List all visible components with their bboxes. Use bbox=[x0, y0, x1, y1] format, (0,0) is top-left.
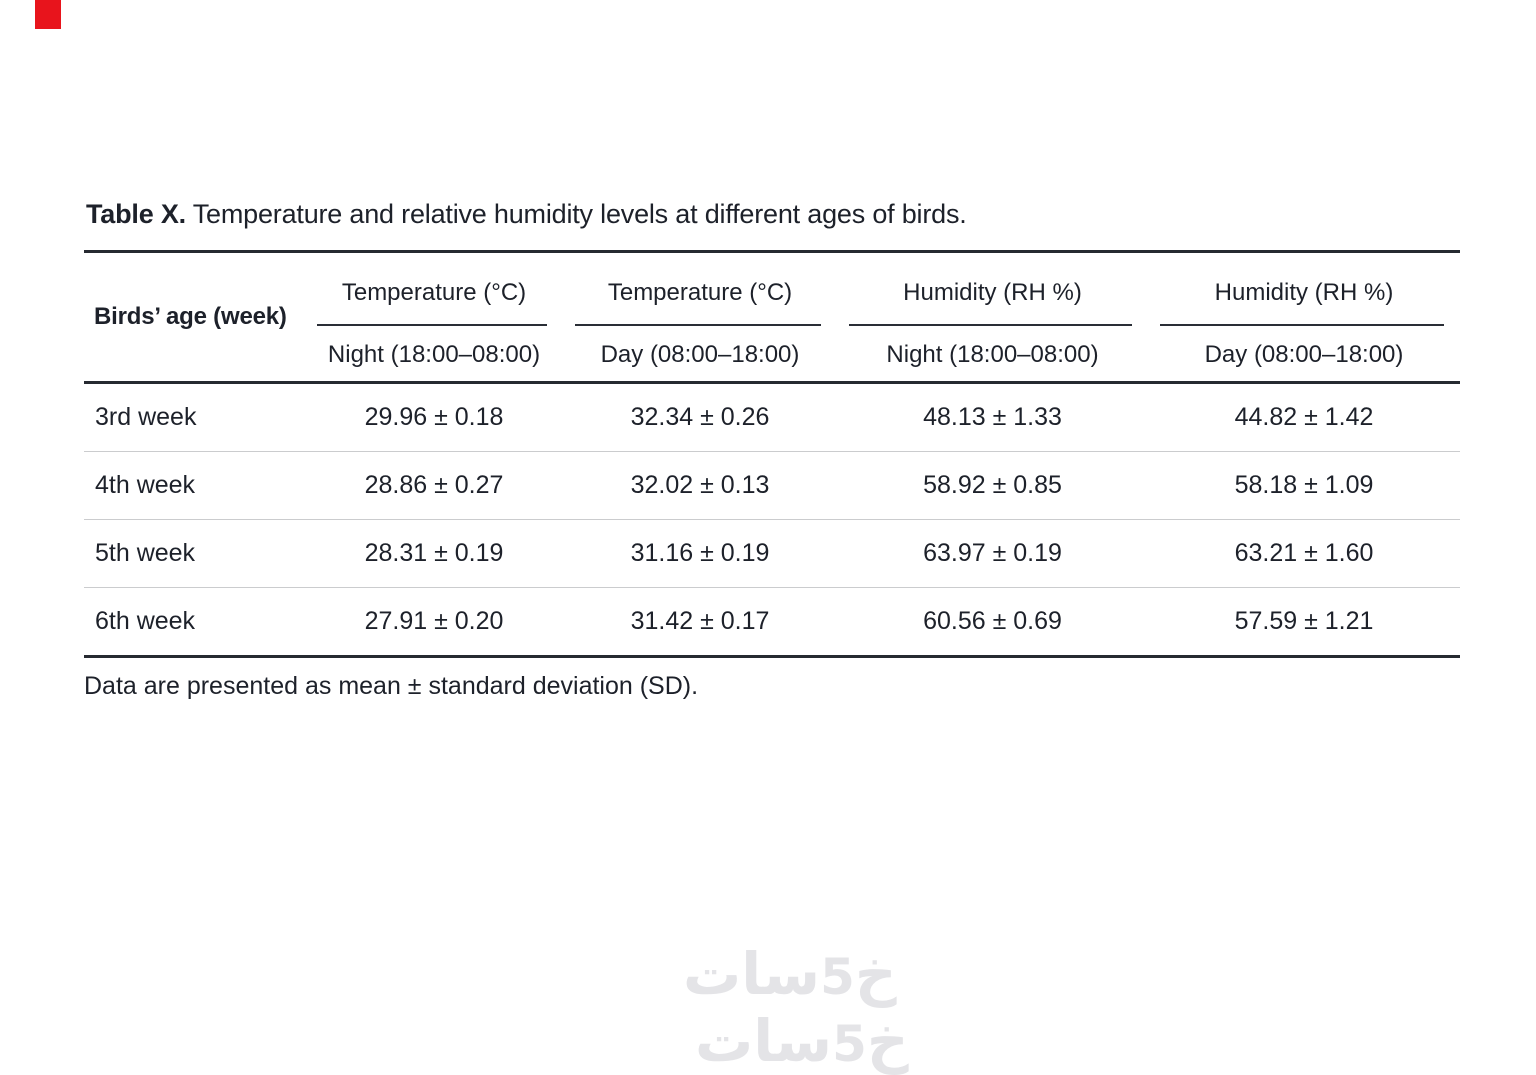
value-cell: 48.13 ± 1.33 bbox=[923, 403, 1062, 431]
table-row-4th-week: 4th week 28.86 ± 0.27 32.02 ± 0.13 58.92… bbox=[84, 451, 1460, 520]
table-row-6th-week: 6th week 27.91 ± 0.20 31.42 ± 0.17 60.56… bbox=[84, 587, 1460, 655]
table-caption-label: Table X. bbox=[86, 199, 186, 229]
table-caption: Table X. Temperature and relative humidi… bbox=[86, 199, 967, 230]
value-cell: 32.34 ± 0.26 bbox=[630, 403, 770, 431]
column-group-header-hum-day: Humidity (RH %) bbox=[1148, 253, 1460, 326]
data-table: Birds’ age (week) Temperature (°C) Tempe… bbox=[84, 253, 1460, 655]
header-group-row: Birds’ age (week) Temperature (°C) Tempe… bbox=[84, 253, 1460, 330]
watermark-suffix: سات bbox=[683, 940, 821, 1008]
watermark-digit: 5 bbox=[820, 948, 856, 1006]
value-cell: 63.21 ± 1.60 bbox=[1148, 519, 1460, 588]
age-cell: 5th week bbox=[84, 519, 305, 588]
value-cell: 57.59 ± 1.21 bbox=[1148, 587, 1460, 655]
table-caption-text: Temperature and relative humidity levels… bbox=[185, 199, 967, 229]
value-cell: 60.56 ± 0.69 bbox=[837, 587, 1148, 655]
age-cell: 4th week bbox=[84, 451, 305, 520]
value-cell: 58.18 ± 1.09 bbox=[1148, 451, 1460, 520]
column-period-header-temp-day: Day (08:00–18:00) bbox=[600, 340, 800, 368]
age-cell: 6th week bbox=[84, 587, 305, 655]
column-period-header-hum-night: Night (18:00–08:00) bbox=[886, 340, 1099, 368]
table-body: 3rd week 29.96 ± 0.18 32.34 ± 0.26 48.13… bbox=[84, 383, 1460, 655]
column-period-header-hum-day: Day (08:00–18:00) bbox=[1204, 340, 1404, 368]
value-cell: 28.86 ± 0.27 bbox=[305, 451, 563, 520]
table-footnote: Data are presented as mean ± standard de… bbox=[84, 672, 699, 700]
column-group-header-hum-night: Humidity (RH %) bbox=[837, 253, 1148, 326]
value-cell: 31.16 ± 0.19 bbox=[563, 519, 837, 588]
watermark-prefix: خ bbox=[854, 940, 897, 1008]
khamsat-watermark: خ5سات bbox=[683, 945, 897, 1003]
value-cell: 63.97 ± 0.19 bbox=[837, 519, 1148, 588]
value-cell: 44.82 ± 1.42 bbox=[1234, 403, 1374, 431]
table-row-5th-week: 5th week 28.31 ± 0.19 31.16 ± 0.19 63.97… bbox=[84, 519, 1460, 588]
column-group-header-temp-night: Temperature (°C) bbox=[305, 253, 563, 326]
table-header: Birds’ age (week) Temperature (°C) Tempe… bbox=[84, 253, 1460, 383]
age-cell: 3rd week bbox=[95, 403, 197, 431]
column-period-header-temp-night: Night (18:00–08:00) bbox=[327, 340, 541, 368]
value-cell: 29.96 ± 0.18 bbox=[364, 403, 504, 431]
value-cell: 58.92 ± 0.85 bbox=[837, 451, 1148, 520]
value-cell: 27.91 ± 0.20 bbox=[305, 587, 563, 655]
page: { "caption": { "label": "Table X.", "tex… bbox=[35, 0, 1460, 1070]
value-cell: 31.42 ± 0.17 bbox=[563, 587, 837, 655]
watermark-prefix: خ bbox=[866, 1007, 909, 1075]
value-cell: 32.02 ± 0.13 bbox=[563, 451, 837, 520]
watermark-suffix: سات bbox=[695, 1007, 833, 1075]
value-cell: 28.31 ± 0.19 bbox=[305, 519, 563, 588]
table-row-3rd-week: 3rd week 29.96 ± 0.18 32.34 ± 0.26 48.13… bbox=[84, 383, 1460, 452]
red-corner-marker bbox=[35, 0, 61, 29]
data-table-wrapper: Birds’ age (week) Temperature (°C) Tempe… bbox=[84, 250, 1460, 658]
header-period-row: Night (18:00–08:00) Day (08:00–18:00) Ni… bbox=[84, 326, 1460, 383]
column-group-header-temp-day: Temperature (°C) bbox=[563, 253, 837, 326]
row-header-label: Birds’ age (week) bbox=[94, 303, 287, 330]
khamsat-watermark-clipped: خ5سات bbox=[695, 1012, 909, 1070]
